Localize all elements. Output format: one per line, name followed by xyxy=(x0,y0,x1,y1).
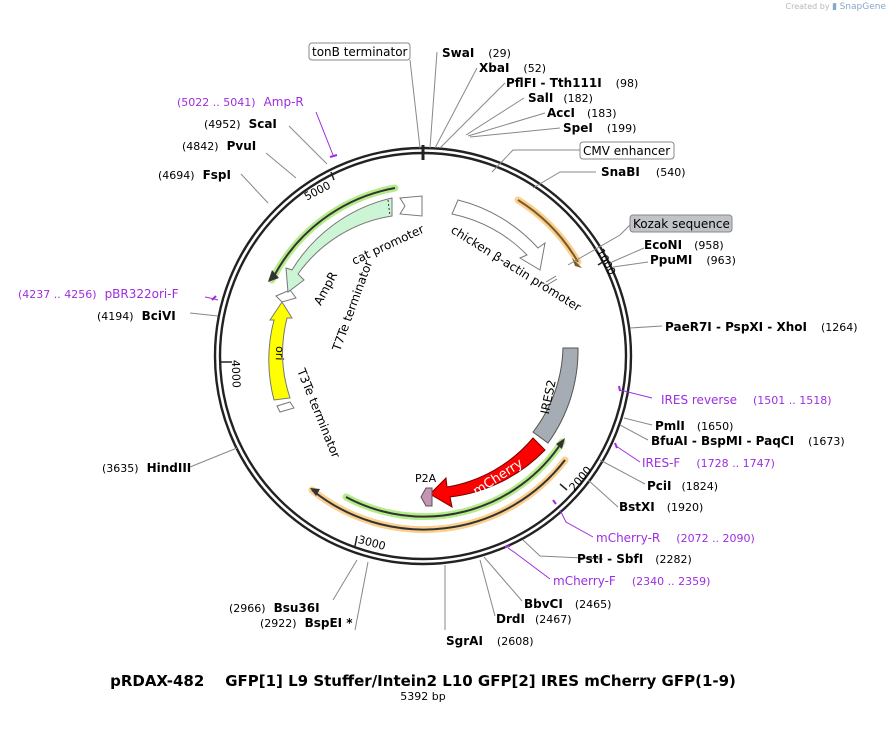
enzyme-xbai[interactable]: XbaI (52) xyxy=(479,61,546,75)
credit-prefix: Created by xyxy=(785,2,830,11)
feature-label-ori: ori xyxy=(273,346,286,361)
boxed-feature-kozak-sequence[interactable]: Kozak sequence xyxy=(629,214,733,233)
feature-ires2[interactable] xyxy=(532,347,579,444)
boxed-feature-tonb-terminator[interactable]: tonB terminator xyxy=(308,42,411,61)
feature-ampr[interactable] xyxy=(285,197,393,293)
enzyme-pcii[interactable]: PciI (1824) xyxy=(647,479,718,493)
tick-label-1000: 1000 xyxy=(594,246,619,277)
enzyme-drdi[interactable]: DrdI (2467) xyxy=(496,612,572,626)
enzyme-sali[interactable]: SalI (182) xyxy=(528,91,593,105)
enzyme-pflfi-tth111i[interactable]: PflFI - Tth111I (98) xyxy=(506,76,638,90)
leader-lines xyxy=(189,51,663,631)
enzyme-fspi[interactable]: (4694) FspI xyxy=(158,168,231,182)
arrow-icon xyxy=(310,488,320,496)
enzyme-paer7i-pspxi-xhoi[interactable]: PaeR7I - PspXI - XhoI (1264) xyxy=(665,320,858,334)
boxed-feature-label: Kozak sequence xyxy=(633,217,730,231)
enzyme-swai[interactable]: SwaI (29) xyxy=(442,46,511,60)
feature-mcherry[interactable] xyxy=(429,437,546,509)
orf-arc-top-line xyxy=(517,199,579,263)
primer-ires-f[interactable]: IRES-F (1728 .. 1747) xyxy=(642,456,775,470)
enzyme-bsu36i[interactable]: (2966) Bsu36I xyxy=(229,601,320,615)
feature-ori[interactable] xyxy=(268,301,293,401)
enzyme-sgrai[interactable]: SgrAI (2608) xyxy=(446,634,533,648)
arrow-icon xyxy=(556,438,565,449)
feature-label-p2a: P2A xyxy=(415,472,437,485)
enzyme-scai[interactable]: (4952) ScaI xyxy=(204,117,277,131)
arrow-icon xyxy=(268,270,279,282)
plasmid-length: 5392 bp xyxy=(400,690,446,703)
credit-brand: SnapGene xyxy=(839,2,886,12)
enzyme-spei[interactable]: SpeI (199) xyxy=(563,121,636,135)
feature-label-ampr: AmpR xyxy=(311,269,340,307)
primer-marks xyxy=(211,154,621,548)
orf-arc-top-arrow-icon xyxy=(572,258,582,268)
feature-p2a[interactable] xyxy=(420,487,433,507)
enzyme-bcivi[interactable]: (4194) BciVI xyxy=(97,309,176,323)
boxed-feature-cmv-enhancer[interactable]: CMV enhancer xyxy=(579,141,675,160)
enzyme-pmli[interactable]: PmlI (1650) xyxy=(655,419,733,433)
primer-mcherry-f[interactable]: mCherry-F (2340 .. 2359) xyxy=(553,574,710,588)
enzyme-bstxi[interactable]: BstXI (1920) xyxy=(619,500,703,514)
primer-ires-reverse[interactable]: IRES reverse (1501 .. 1518) xyxy=(661,393,832,407)
enzyme-acci[interactable]: AccI (183) xyxy=(547,106,617,120)
enzyme-bbvci[interactable]: BbvCI (2465) xyxy=(524,597,611,611)
enzyme-labels: SwaI (29) XbaI (52) PflFI - Tth111I (98) Sa… xyxy=(442,46,858,648)
plasmid-title: pRDAX-482 GFP[1] L9 Stuffer/Intein2 L10 … xyxy=(110,672,736,690)
enzyme-psti-sbfi[interactable]: PstI - SbfI (2282) xyxy=(577,552,692,566)
boxed-feature-label: tonB terminator xyxy=(312,45,408,59)
feature-cat-promoter[interactable] xyxy=(399,195,423,217)
enzyme-bfuai-bspmi-paqci[interactable]: BfuAI - BspMI - PaqCI (1673) xyxy=(651,434,845,448)
boxed-feature-label: CMV enhancer xyxy=(583,144,670,158)
primer-amp-r[interactable]: (5022 .. 5041) Amp-R xyxy=(177,95,304,109)
enzyme-econi[interactable]: EcoNI (958) xyxy=(644,238,724,252)
enzyme-labels-left: (2922) BspEI * (2966) Bsu36I (3635) HindIII… xyxy=(97,117,353,630)
feature-chicken-beta-actin-promoter[interactable] xyxy=(451,199,546,271)
enzyme-snabi[interactable]: SnaBI (540) xyxy=(601,165,686,179)
feature-label-t3te-terminator: T3Te terminator xyxy=(294,366,343,461)
enzyme-ppumi[interactable]: PpuMI (963) xyxy=(650,253,736,267)
primer-mcherry-r[interactable]: mCherry-R (2072 .. 2090) xyxy=(596,531,755,545)
tick-label-4000: 4000 xyxy=(229,360,243,388)
snapgene-logo-icon: ▮ xyxy=(832,2,838,12)
feature-t7te-terminator[interactable] xyxy=(275,289,297,303)
primer-pbr322ori-f[interactable]: (4237 .. 4256) pBR322ori-F xyxy=(18,287,179,301)
primer-leader-lines xyxy=(204,111,653,580)
feature-label-t7te-terminator: T7Te terminator xyxy=(329,258,375,353)
primer-labels: IRES reverse (1501 .. 1518) IRES-F (1728 .… xyxy=(18,95,832,588)
feature-t3te-terminator[interactable] xyxy=(276,401,295,413)
enzyme-bspei[interactable]: (2922) BspEI * xyxy=(260,616,353,630)
snapgene-credit: Created by ▮ SnapGene xyxy=(786,2,886,12)
enzyme-hindiii[interactable]: (3635) HindIII xyxy=(102,461,191,475)
enzyme-pvui[interactable]: (4842) PvuI xyxy=(182,139,256,153)
